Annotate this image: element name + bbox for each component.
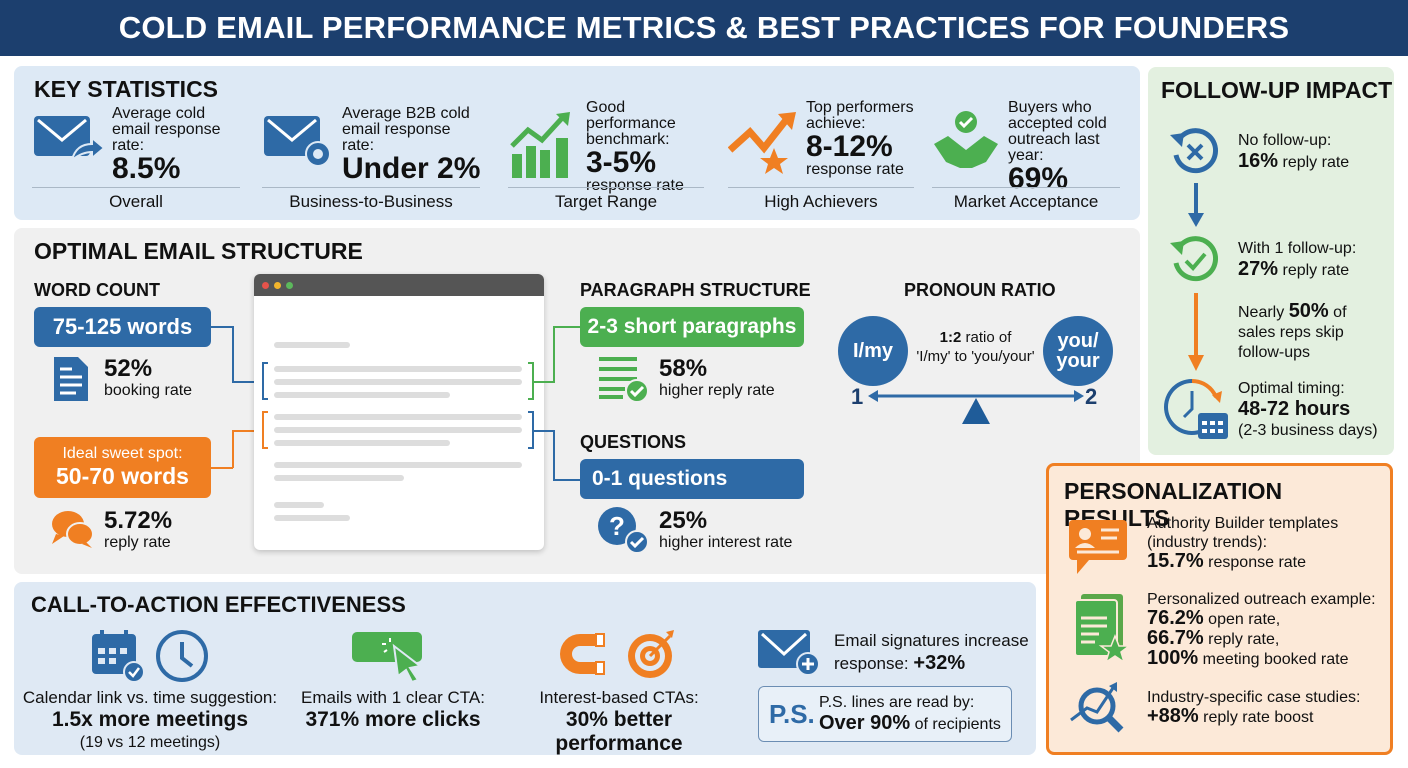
window-titlebar — [254, 274, 544, 296]
pronoun-ratio-heading: PRONOUN RATIO — [904, 280, 1056, 300]
stat-b2b: Average B2B cold email response rate: Un… — [262, 106, 480, 214]
sweet-spot-pill: Ideal sweet spot: 50-70 words — [34, 437, 211, 498]
email-gear-icon — [264, 116, 331, 167]
ps-badge: P.S. — [769, 699, 815, 729]
follow-up-panel: FOLLOW-UP IMPACT No follow-up: 16% reply … — [1148, 67, 1394, 455]
cta-panel: CALL-TO-ACTION EFFECTIVENESS Calendar li… — [14, 582, 1036, 755]
word-count-range-pill: 75-125 words — [34, 307, 211, 347]
pronoun-i-my-circle: I/my — [838, 316, 908, 386]
arrow-down-icon — [1188, 183, 1204, 227]
documents-star-icon — [1074, 594, 1132, 664]
refresh-x-icon — [1170, 128, 1218, 174]
svg-text:?: ? — [609, 511, 625, 541]
email-signature-stat: Email signatures increase response: +32% — [834, 631, 1029, 674]
stat-top-performers: Top performers achieve: 8-12% response r… — [728, 100, 914, 214]
case-studies-stat: Industry-specific case studies: +88% repl… — [1147, 689, 1361, 727]
personalization-heading: PERSONALIZATION RESULTS — [1064, 478, 1283, 531]
authority-builder-stat: Authority Builder templates (industry tr… — [1147, 515, 1339, 572]
clock-icon — [156, 630, 208, 682]
stat-benchmark: Good performance benchmark: 3-5% respons… — [508, 100, 704, 214]
questions-pill: 0-1 questions — [580, 459, 804, 499]
personalization-panel: PERSONALIZATION RESULTS Authority Builde… — [1046, 463, 1393, 755]
interest-cta-stat: Interest-based CTAs: 30% better performan… — [539, 688, 699, 755]
ps-line-card: P.S. P.S. lines are read by: Over 90% of … — [758, 686, 1012, 742]
key-statistics-heading: KEY STATISTICS — [34, 76, 219, 102]
email-structure-heading: OPTIMAL EMAIL STRUCTURE — [34, 238, 363, 264]
chat-bubbles-icon — [52, 511, 94, 548]
growth-chart-icon — [510, 112, 570, 178]
document-icon — [54, 357, 88, 401]
calendar-check-icon — [92, 630, 145, 683]
cta-heading: CALL-TO-ACTION EFFECTIVENESS — [31, 592, 406, 617]
balance-scale-icon — [868, 390, 1084, 424]
questions-stat: 25% higher interest rate — [659, 507, 793, 552]
email-plus-icon — [758, 630, 820, 676]
clock-calendar-icon — [1164, 379, 1228, 439]
ps-stat: P.S. lines are read by: Over 90% of recip… — [819, 694, 1001, 734]
ratio-right-number: 2 — [1085, 384, 1098, 409]
refresh-check-icon — [1170, 236, 1218, 282]
paragraph-structure-heading: PARAGRAPH STRUCTURE — [580, 280, 811, 300]
optimal-timing-stat: Optimal timing: 48-72 hours (2-3 business … — [1238, 380, 1378, 439]
pronoun-you-your-circle: you/your — [1043, 316, 1113, 386]
ratio-left-number: 1 — [851, 384, 864, 409]
magnet-target-icon — [560, 630, 674, 678]
click-button-icon — [352, 632, 423, 684]
magnifier-trend-icon — [1070, 682, 1124, 733]
calendar-link-stat: Calendar link vs. time suggestion: 1.5x m… — [22, 688, 278, 751]
sweet-spot-reply-stat: 5.72% reply rate — [104, 507, 173, 552]
pronoun-ratio-description: 1:2 ratio of 'I/my' to 'you/your' — [916, 329, 1035, 365]
single-cta-stat: Emails with 1 clear CTA: 371% more clicks — [301, 688, 485, 731]
one-follow-up-stat: With 1 follow-up: 27% reply rate — [1238, 240, 1357, 280]
paragraph-check-icon — [599, 357, 649, 403]
follow-up-heading: FOLLOW-UP IMPACT — [1161, 77, 1393, 103]
trend-star-icon — [728, 112, 796, 174]
word-count-heading: WORD COUNT — [34, 280, 160, 300]
arrow-down-orange-icon — [1188, 293, 1204, 371]
stat-market-acceptance: Buyers who accepted cold outreach last y… — [932, 100, 1120, 214]
word-count-booking-stat: 52% booking rate — [104, 355, 193, 400]
skip-follow-up-stat: Nearly 50% of sales reps skip follow-ups — [1238, 300, 1347, 361]
paragraphs-stat: 58% higher reply rate — [659, 355, 775, 400]
questions-heading: QUESTIONS — [580, 432, 687, 452]
paragraphs-pill: 2-3 short paragraphs — [580, 307, 804, 347]
no-follow-up-stat: No follow-up: 16% reply rate — [1238, 132, 1350, 172]
handshake-check-icon — [934, 111, 998, 168]
header-banner: COLD EMAIL PERFORMANCE METRICS & BEST PR… — [0, 0, 1408, 56]
email-mockup — [254, 274, 544, 550]
personalized-outreach-stat: Personalized outreach example: 76.2% open… — [1147, 591, 1376, 669]
email-structure-panel: OPTIMAL EMAIL STRUCTURE — [14, 228, 1140, 574]
key-statistics-panel: KEY STATISTICS Average cold email respon… — [14, 66, 1140, 220]
profile-card-icon — [1069, 520, 1127, 574]
question-check-icon: ? — [598, 507, 649, 554]
email-forward-icon — [34, 116, 106, 163]
stat-overall: Average cold email response rate: 8.5% O… — [32, 106, 240, 214]
page-title: COLD EMAIL PERFORMANCE METRICS & BEST PR… — [118, 10, 1290, 45]
